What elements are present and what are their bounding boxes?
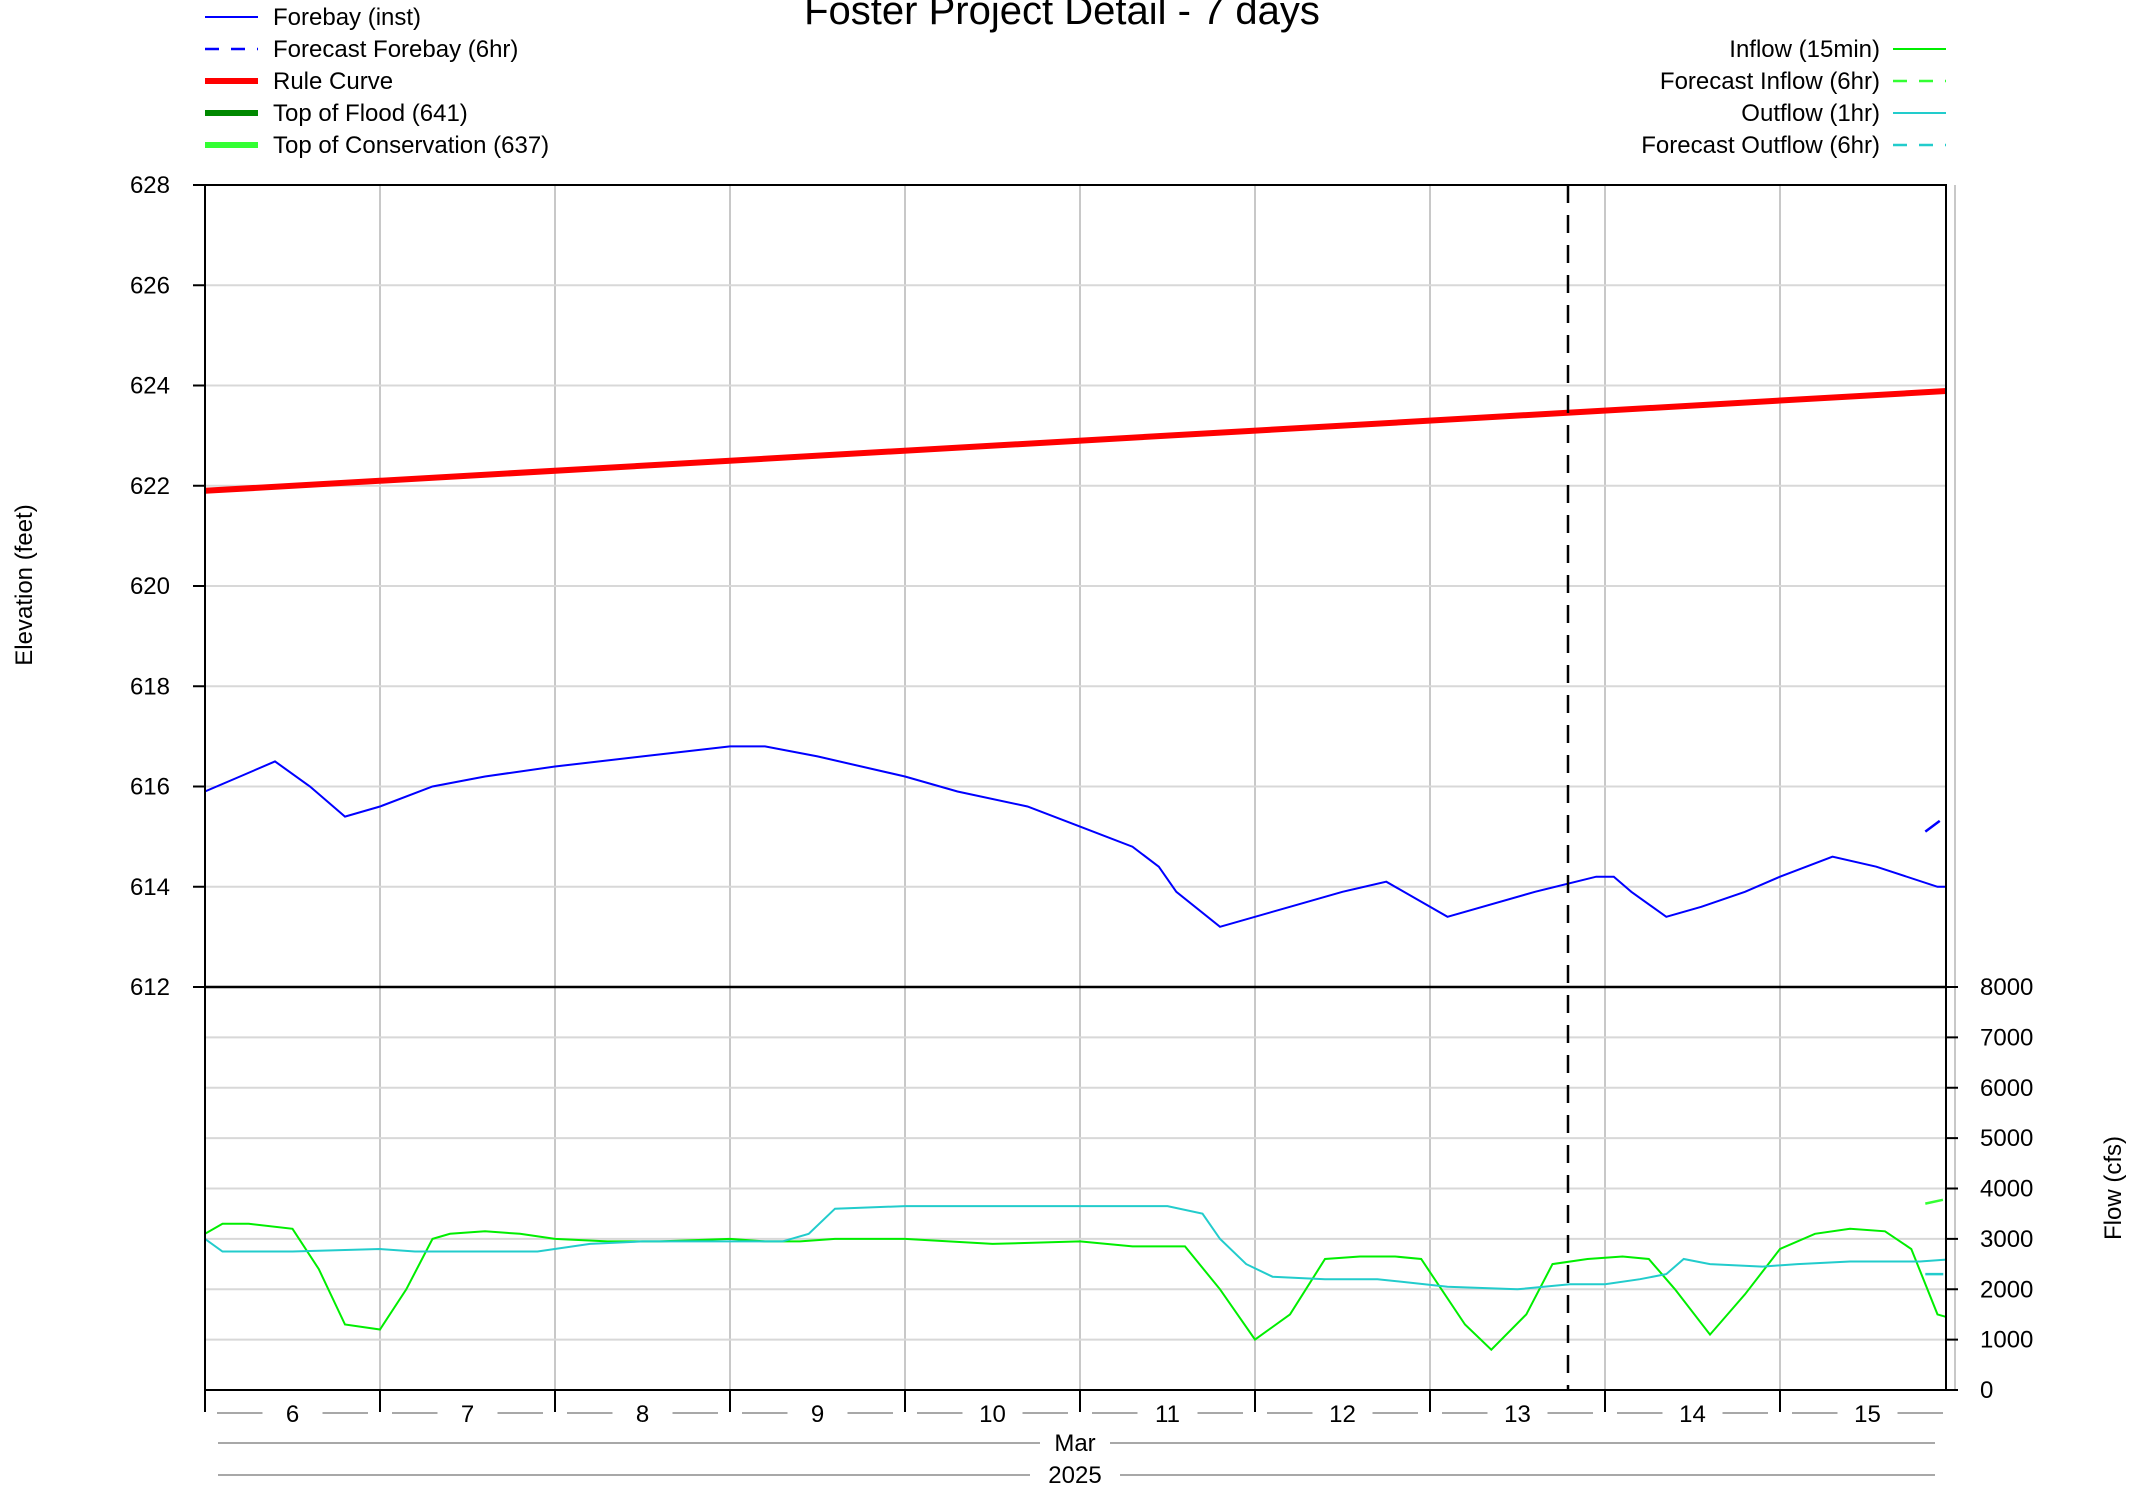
- legend-label: Inflow (15min): [1729, 36, 1880, 63]
- month-label: Mar: [1054, 1430, 1095, 1457]
- series-elevation-1: [1924, 814, 1946, 833]
- flow-tick-label: 5000: [1980, 1125, 2033, 1152]
- day-label: 11: [1155, 1401, 1180, 1428]
- year-label: 2025: [1048, 1462, 1101, 1486]
- elevation-tick-label: 618: [130, 673, 170, 700]
- flow-tick-label: 2000: [1980, 1276, 2033, 1303]
- elevation-tick-label: 620: [130, 573, 170, 600]
- flow-tick-label: 8000: [1980, 974, 2033, 1001]
- flow-tick-label: 0: [1980, 1377, 1993, 1404]
- grid-lines: [205, 184, 1956, 1391]
- flow-tick-label: 4000: [1980, 1176, 2033, 1203]
- series-elevation-0: [205, 745, 1946, 928]
- flow-axis-label: Flow (cfs): [2100, 1136, 2127, 1240]
- legend-right: Inflow (15min) Forecast Inflow (6hr) Outfl…: [1641, 36, 1946, 159]
- day-label: 13: [1504, 1401, 1531, 1428]
- day-label: 6: [286, 1401, 299, 1428]
- elevation-tick-label: 612: [130, 974, 170, 1001]
- series-flow-2: [205, 1205, 1946, 1291]
- elevation-tick-label: 616: [130, 774, 170, 801]
- legend-label: Forebay (inst): [273, 4, 421, 31]
- legend-label: Outflow (1hr): [1741, 100, 1880, 127]
- flow-tick-label: 7000: [1980, 1024, 2033, 1051]
- series-elevation-2: [205, 388, 1946, 494]
- flow-tick-label: 3000: [1980, 1226, 2033, 1253]
- elevation-tick-label: 622: [130, 473, 170, 500]
- legend-label: Top of Flood (641): [273, 100, 468, 127]
- day-label: 9: [811, 1401, 824, 1428]
- elevation-tick-label: 626: [130, 272, 170, 299]
- day-label: 7: [461, 1401, 474, 1428]
- chart-title: Foster Project Detail - 7 days: [804, 0, 1320, 33]
- day-label: 8: [636, 1401, 649, 1428]
- legend-label: Top of Conservation (637): [273, 132, 549, 159]
- legend-label: Forecast Forebay (6hr): [273, 36, 518, 63]
- elevation-tick-label: 614: [130, 874, 170, 901]
- elevation-axis-label: Elevation (feet): [11, 504, 38, 665]
- legend-label: Forecast Inflow (6hr): [1660, 68, 1880, 95]
- axes: 6126146166186206226246266280100020003000…: [130, 172, 2033, 1476]
- legend-label: Rule Curve: [273, 68, 393, 95]
- legend-left: Forebay (inst) Forecast Forebay (6hr) Rule…: [205, 4, 549, 159]
- elevation-tick-label: 628: [130, 172, 170, 199]
- series-flow-0: [205, 1222, 1946, 1352]
- day-label: 12: [1329, 1401, 1356, 1428]
- flow-tick-label: 1000: [1980, 1327, 2033, 1354]
- elevation-tick-label: 624: [130, 373, 170, 400]
- day-label: 14: [1679, 1401, 1706, 1428]
- legend-label: Forecast Outflow (6hr): [1641, 132, 1880, 159]
- flow-tick-label: 6000: [1980, 1075, 2033, 1102]
- day-label: 15: [1854, 1401, 1881, 1428]
- day-label: 10: [979, 1401, 1006, 1428]
